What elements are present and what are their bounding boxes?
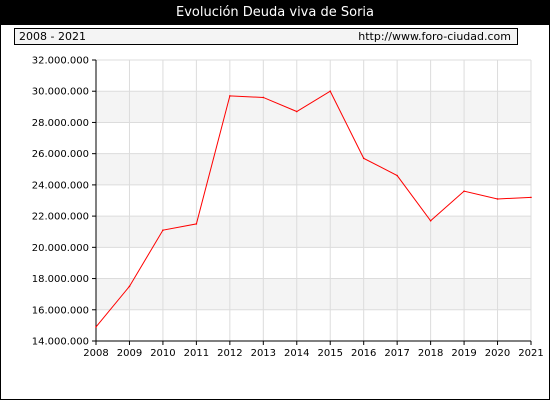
x-tick-label: 2016 xyxy=(351,348,376,359)
period-label: 2008 - 2021 xyxy=(19,30,86,43)
plot-band xyxy=(96,278,531,310)
plot-band xyxy=(96,184,531,217)
data-point xyxy=(95,326,97,328)
y-tick-label: 26.000.000 xyxy=(32,149,89,160)
chart-title: Evolución Deuda viva de Soria xyxy=(0,0,550,25)
data-point xyxy=(229,95,231,97)
data-point xyxy=(362,157,365,160)
plot-band xyxy=(96,247,531,279)
y-tick-label: 24.000.000 xyxy=(32,180,89,191)
x-tick-label: 2011 xyxy=(184,348,209,359)
data-point xyxy=(429,219,432,222)
plot-band xyxy=(96,122,531,154)
x-tick-label: 2018 xyxy=(418,348,443,359)
y-tick-label: 32.000.000 xyxy=(32,56,89,67)
plot-band xyxy=(96,91,531,123)
x-tick-label: 2017 xyxy=(384,348,409,359)
x-tick-label: 2010 xyxy=(150,348,175,359)
data-point xyxy=(496,198,499,200)
plot-band xyxy=(96,153,531,185)
x-tick-label: 2009 xyxy=(117,348,142,359)
x-tick-label: 2015 xyxy=(318,348,343,359)
info-bar: 2008 - 2021 http://www.foro-ciudad.com xyxy=(14,28,518,45)
y-tick-label: 18.000.000 xyxy=(32,274,89,285)
plot-band xyxy=(96,309,531,341)
data-point xyxy=(128,285,131,288)
plot-band xyxy=(96,60,531,92)
y-tick-label: 30.000.000 xyxy=(32,87,89,98)
data-point xyxy=(195,223,198,225)
data-point xyxy=(329,90,332,93)
y-tick-label: 20.000.000 xyxy=(32,243,89,254)
series-line xyxy=(95,90,532,328)
x-tick-label: 2021 xyxy=(518,348,543,359)
data-point xyxy=(530,196,532,199)
x-tick-label: 2019 xyxy=(451,348,476,359)
data-point xyxy=(262,96,265,99)
y-tick-label: 14.000.000 xyxy=(32,337,89,348)
x-tick-label: 2008 xyxy=(83,348,108,359)
x-tick-label: 2013 xyxy=(251,348,276,359)
x-tick-label: 2020 xyxy=(485,348,510,359)
plot-band xyxy=(96,216,531,248)
source-link[interactable]: http://www.foro-ciudad.com xyxy=(358,30,511,43)
data-point xyxy=(396,174,398,177)
y-tick-label: 22.000.000 xyxy=(32,212,89,223)
x-tick-label: 2012 xyxy=(217,348,242,359)
data-point xyxy=(463,190,465,192)
x-tick-label: 2014 xyxy=(284,348,309,359)
y-tick-label: 28.000.000 xyxy=(32,118,89,129)
data-point xyxy=(162,229,164,231)
data-point xyxy=(295,110,298,113)
y-tick-label: 16.000.000 xyxy=(32,305,89,316)
